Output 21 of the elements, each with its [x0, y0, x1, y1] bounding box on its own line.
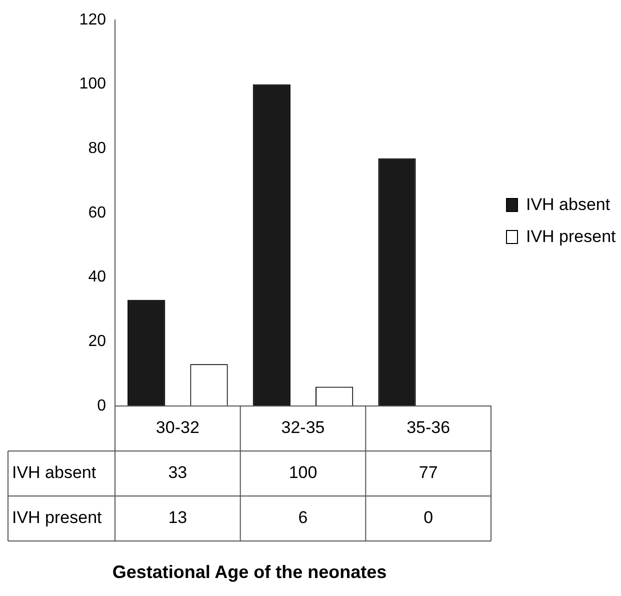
- data-label: 33: [168, 463, 188, 482]
- y-tick-label: 100: [79, 76, 106, 93]
- y-tick-label: 80: [88, 140, 106, 158]
- data-label: 100: [288, 463, 318, 482]
- x-tick-label: 30-32: [156, 418, 200, 438]
- y-tick-label: 40: [88, 268, 106, 286]
- y-tick-label: 60: [88, 204, 106, 222]
- data-label: 77: [418, 463, 438, 482]
- text: IVH present: [12, 508, 102, 528]
- y-tick-label: 120: [79, 11, 106, 28]
- text: Gestational Age of the neonates: [112, 562, 387, 582]
- data-label: 13: [168, 508, 188, 528]
- legend-label: IVH absent: [526, 195, 610, 215]
- text: IVH absent: [12, 463, 96, 482]
- x-tick-label: 32-35: [281, 418, 325, 438]
- data-label: 0: [424, 508, 434, 528]
- y-tick-label: 20: [88, 333, 106, 350]
- data-label: 6: [298, 508, 308, 528]
- y-tick-label: 0: [97, 397, 106, 414]
- x-tick-label: 35-36: [406, 418, 450, 438]
- text: IVH present: [526, 227, 616, 246]
